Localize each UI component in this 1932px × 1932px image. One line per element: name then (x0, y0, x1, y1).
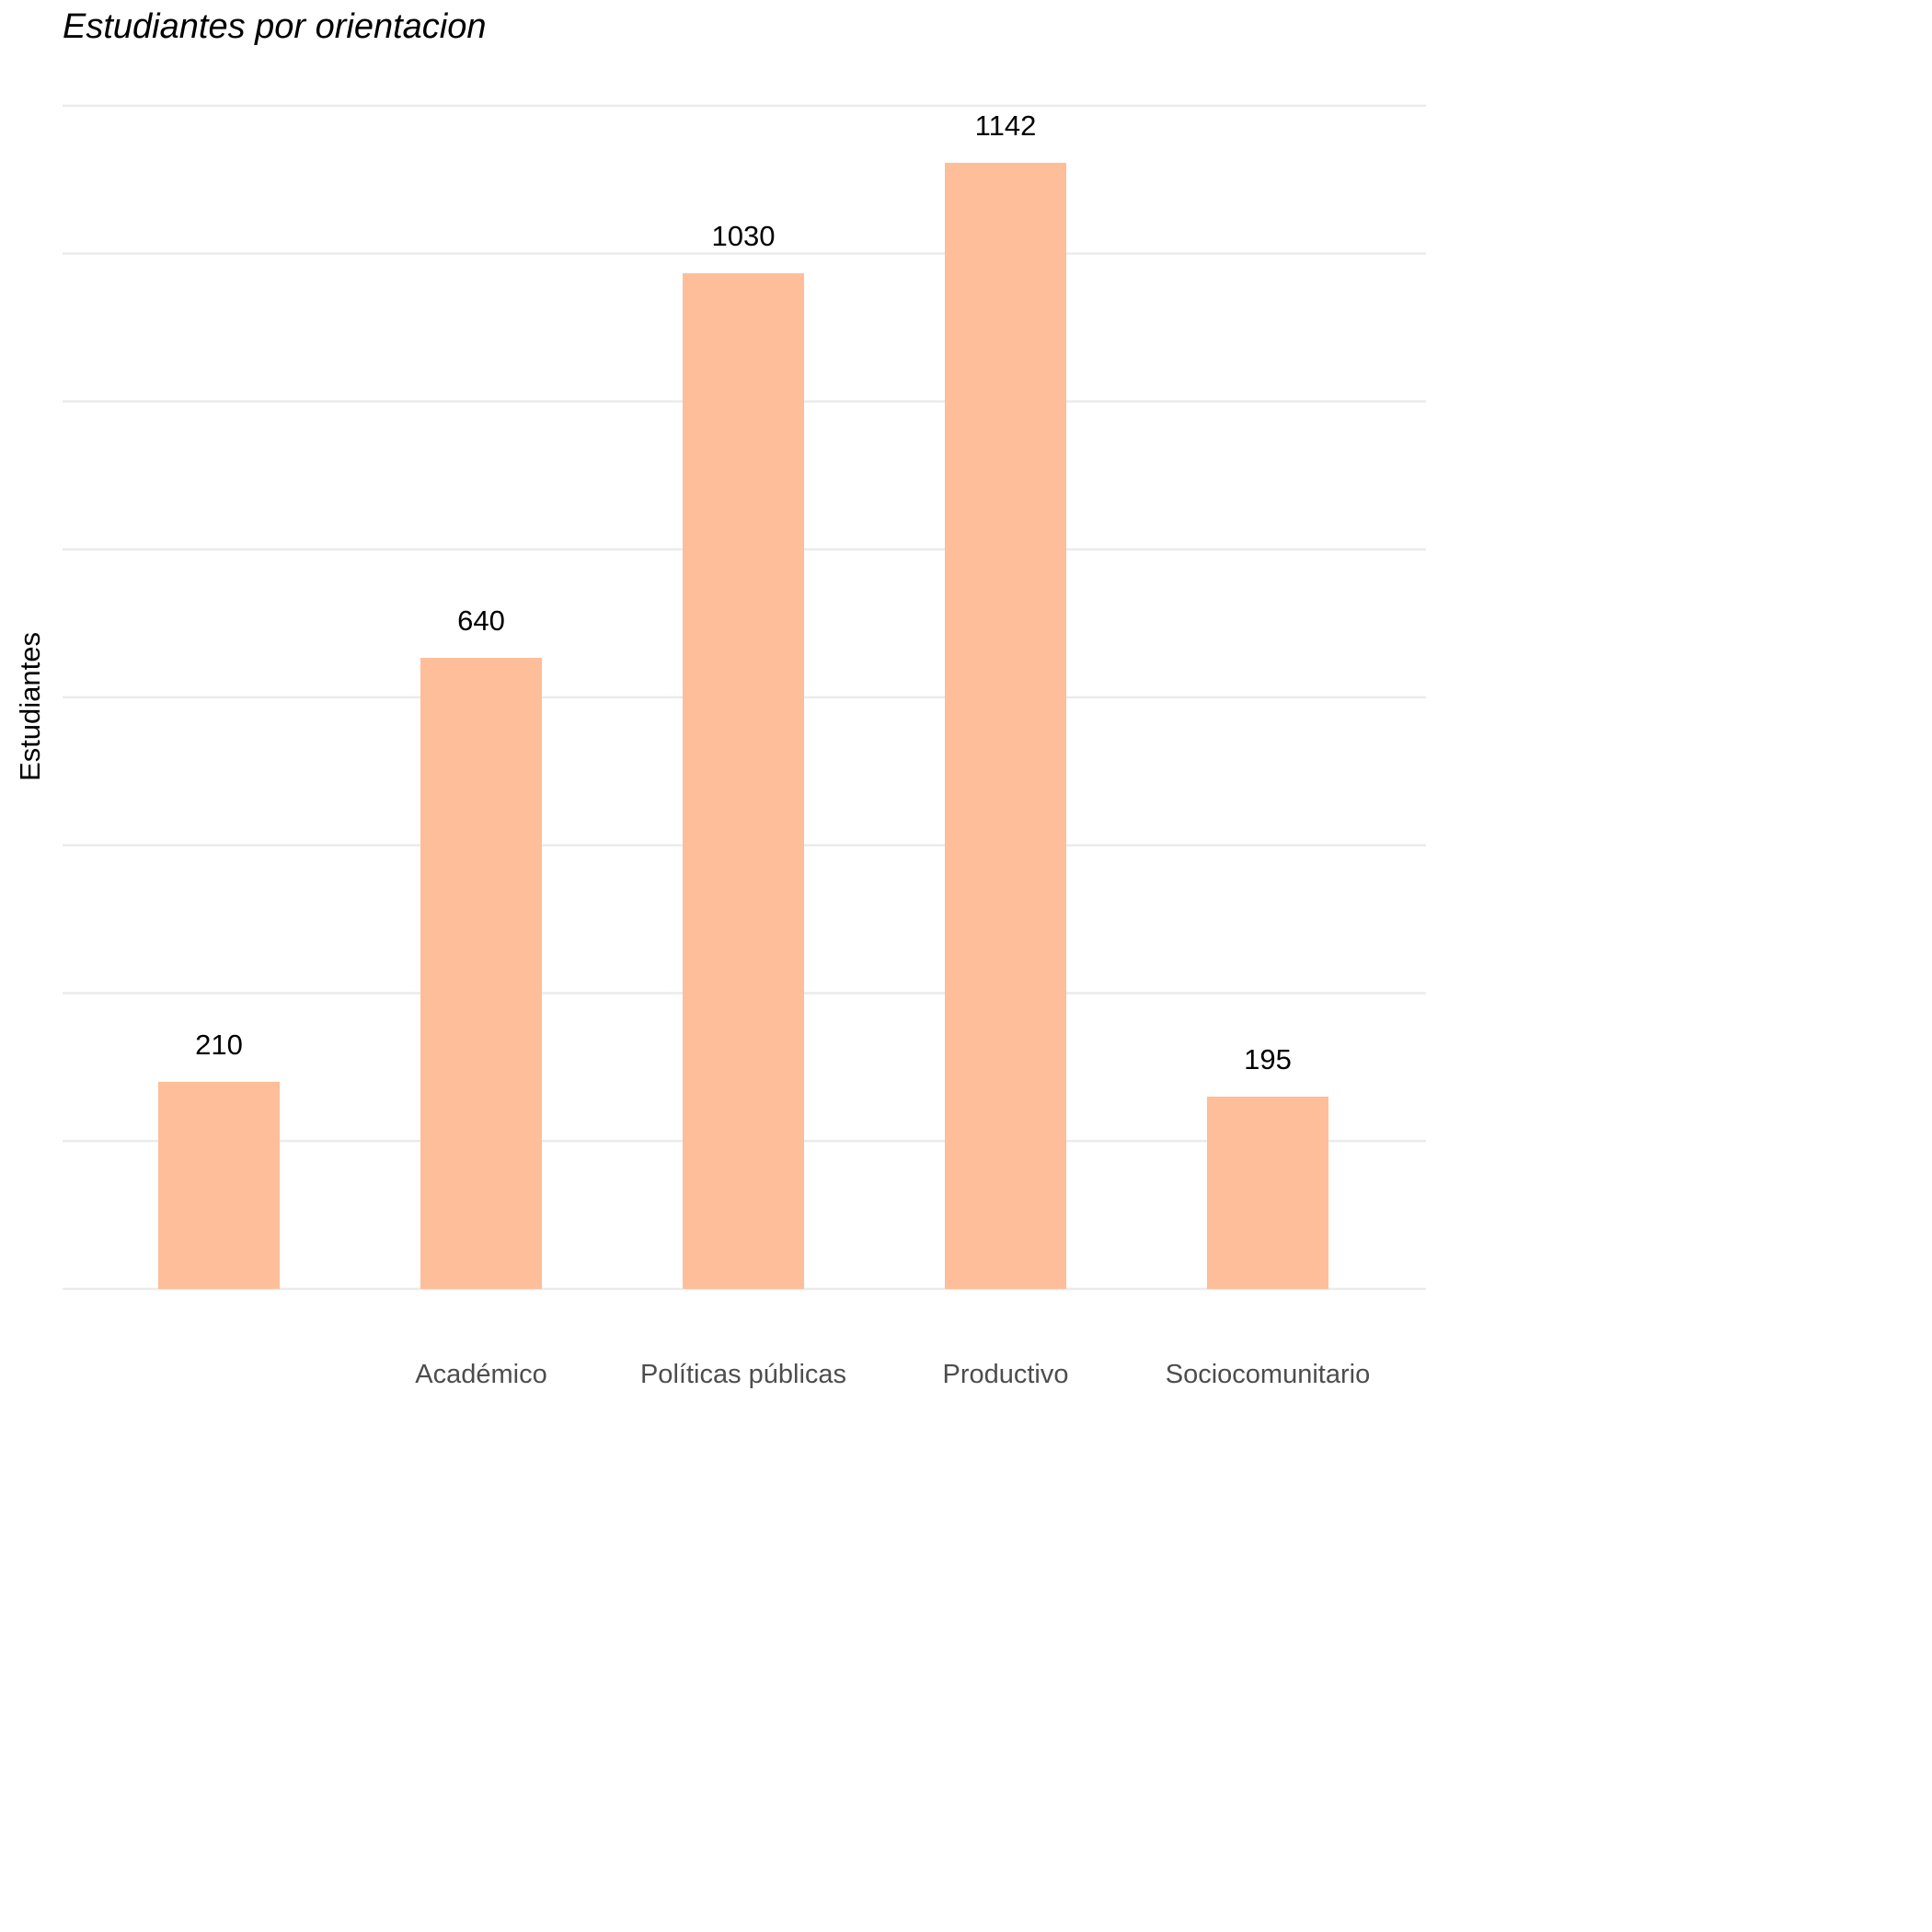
bar (420, 658, 542, 1289)
bar-value-label: 195 (1244, 1043, 1292, 1075)
bars (158, 163, 1328, 1289)
bar-value-label: 1142 (975, 109, 1037, 142)
bar (1207, 1096, 1328, 1289)
bar-value-labels: 210 640 1030 1142 195 (195, 109, 1292, 1075)
y-axis-title: Estudiantes (14, 632, 46, 781)
bar-value-label: 640 (457, 604, 505, 637)
bar-value-label: 210 (195, 1029, 243, 1061)
x-tick-label: Productivo (942, 1360, 1068, 1389)
bar-value-label: 1030 (712, 220, 776, 252)
bar-chart: 210 640 1030 1142 195 Académico Políticas púb… (14, 104, 1426, 1389)
bar (945, 163, 1066, 1289)
x-tick-label: Políticas públicas (640, 1360, 846, 1389)
bar (683, 273, 804, 1289)
x-tick-label: Académico (415, 1360, 546, 1389)
chart-title: Estudiantes por orientacion (63, 7, 487, 46)
x-axis-tick-labels: Académico Políticas públicas Productivo Soc… (415, 1360, 1370, 1389)
x-tick-label: Sociocomunitario (1166, 1360, 1370, 1389)
bar (158, 1081, 280, 1289)
